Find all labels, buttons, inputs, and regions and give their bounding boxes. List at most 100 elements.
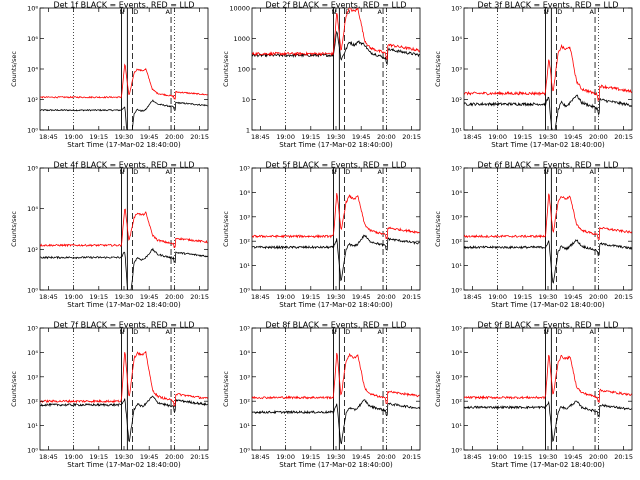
x-tick-label: 20:15 xyxy=(614,133,633,141)
x-axis-label: Start Time (17-Mar-02 18:40:00) xyxy=(67,301,181,309)
y-tick-label: 10⁰ xyxy=(27,447,38,455)
series-lld-line xyxy=(40,63,208,100)
x-tick-label: 18:45 xyxy=(463,293,482,301)
y-tick-label: 10⁰ xyxy=(239,287,250,295)
plot-frame xyxy=(39,167,209,291)
x-tick-label: 19:15 xyxy=(301,293,320,301)
segment-marker: A xyxy=(377,168,382,176)
segment-marker: A xyxy=(165,328,170,336)
segment-marker: D xyxy=(557,328,562,336)
plot-frame xyxy=(463,167,633,291)
panel-title: Det 9f BLACK = Events, RED = LLD xyxy=(477,321,618,330)
x-tick-label: 20:00 xyxy=(165,133,184,141)
x-tick-label: 19:15 xyxy=(301,453,320,461)
x-tick-label: 20:15 xyxy=(402,293,421,301)
x-tick-label: 20:15 xyxy=(614,453,633,461)
x-tick-label: 19:15 xyxy=(89,453,108,461)
y-tick-label: 10⁵ xyxy=(451,325,462,333)
x-axis-label: Start Time (17-Mar-02 18:40:00) xyxy=(279,461,393,469)
x-tick-label: 18:45 xyxy=(251,293,270,301)
y-tick-label: 10¹ xyxy=(451,422,462,430)
x-tick-label: 19:15 xyxy=(89,133,108,141)
x-tick-label: 18:45 xyxy=(463,133,482,141)
y-tick-label: 10⁰ xyxy=(27,127,38,135)
y-tick-label: 1000 xyxy=(233,35,250,43)
x-tick-label: 20:00 xyxy=(589,293,608,301)
panel-title: Det 3f BLACK = Events, RED = LLD xyxy=(477,1,618,10)
x-tick-label: 19:00 xyxy=(64,453,83,461)
segment-marker: A xyxy=(589,8,594,16)
x-tick-label: 19:00 xyxy=(276,453,295,461)
x-tick-label: 19:30 xyxy=(327,453,346,461)
x-tick-label: 19:30 xyxy=(539,293,558,301)
x-tick-label: 20:15 xyxy=(614,293,633,301)
segment-marker: D xyxy=(345,168,350,176)
y-tick-label: 100 xyxy=(238,66,250,74)
y-tick-label: 10³ xyxy=(451,213,462,221)
y-tick-label: 10³ xyxy=(239,373,250,381)
segment-marker: A xyxy=(589,328,594,336)
x-tick-label: 19:00 xyxy=(488,453,507,461)
y-tick-label: 10⁴ xyxy=(27,205,38,213)
series-events-line xyxy=(464,94,632,130)
x-tick-label: 20:00 xyxy=(165,453,184,461)
x-axis-label: Start Time (17-Mar-02 18:40:00) xyxy=(67,461,181,469)
y-tick-label: 10⁸ xyxy=(27,5,38,13)
y-axis-label: Counts/sec xyxy=(222,211,230,247)
panel-title: Det 1f BLACK = Events, RED = LLD xyxy=(53,1,194,10)
x-tick-label: 19:30 xyxy=(539,133,558,141)
x-tick-label: 19:00 xyxy=(276,133,295,141)
segment-marker: D xyxy=(557,8,562,16)
x-tick-label: 19:15 xyxy=(513,133,532,141)
y-tick-label: 10² xyxy=(27,246,38,254)
y-tick-label: 10⁴ xyxy=(451,349,462,357)
y-tick-label: 10⁵ xyxy=(451,5,462,13)
y-tick-label: 10⁵ xyxy=(451,165,462,173)
y-tick-label: 10¹ xyxy=(239,262,250,270)
y-tick-label: 10⁴ xyxy=(239,189,250,197)
segment-marker: D xyxy=(133,328,138,336)
segment-marker: N xyxy=(543,168,548,176)
x-tick-label: 19:00 xyxy=(64,293,83,301)
y-tick-label: 1 xyxy=(246,127,250,135)
y-tick-label: 10¹ xyxy=(451,127,462,135)
y-axis-label: Counts/sec xyxy=(10,211,18,247)
y-tick-label: 10² xyxy=(451,96,462,104)
panel-title: Det 4f BLACK = Events, RED = LLD xyxy=(53,161,194,170)
segment-marker: N xyxy=(331,328,336,336)
segment-marker: A xyxy=(165,8,170,16)
y-tick-label: 10⁰ xyxy=(451,287,462,295)
y-tick-label: 10³ xyxy=(27,373,38,381)
plot-frame xyxy=(463,327,633,451)
panel-title: Det 2f BLACK = Events, RED = LLD xyxy=(265,1,406,10)
y-tick-label: 10³ xyxy=(451,66,462,74)
x-tick-label: 18:45 xyxy=(251,133,270,141)
x-tick-label: 18:45 xyxy=(39,133,58,141)
x-tick-label: 18:45 xyxy=(39,293,58,301)
segment-marker: N xyxy=(119,8,124,16)
segment-marker: D xyxy=(133,168,138,176)
x-tick-label: 20:15 xyxy=(190,293,209,301)
x-tick-label: 19:15 xyxy=(301,133,320,141)
segment-marker: A xyxy=(377,8,382,16)
x-tick-label: 19:00 xyxy=(276,293,295,301)
plot-frame xyxy=(39,327,209,451)
y-tick-label: 10² xyxy=(451,238,462,246)
x-tick-label: 19:30 xyxy=(539,453,558,461)
segment-marker: N xyxy=(331,168,336,176)
y-tick-label: 10³ xyxy=(451,373,462,381)
x-tick-label: 19:00 xyxy=(64,133,83,141)
y-axis-label: Counts/sec xyxy=(434,51,442,87)
x-tick-label: 18:45 xyxy=(463,453,482,461)
series-events-line xyxy=(464,239,632,284)
x-axis-label: Start Time (17-Mar-02 18:40:00) xyxy=(67,141,181,149)
segment-marker: N xyxy=(331,8,336,16)
plot-frame xyxy=(251,327,421,451)
x-axis-label: Start Time (17-Mar-02 18:40:00) xyxy=(279,141,393,149)
x-tick-label: 20:15 xyxy=(190,453,209,461)
x-tick-label: 18:45 xyxy=(39,453,58,461)
y-tick-label: 10⁵ xyxy=(239,165,250,173)
